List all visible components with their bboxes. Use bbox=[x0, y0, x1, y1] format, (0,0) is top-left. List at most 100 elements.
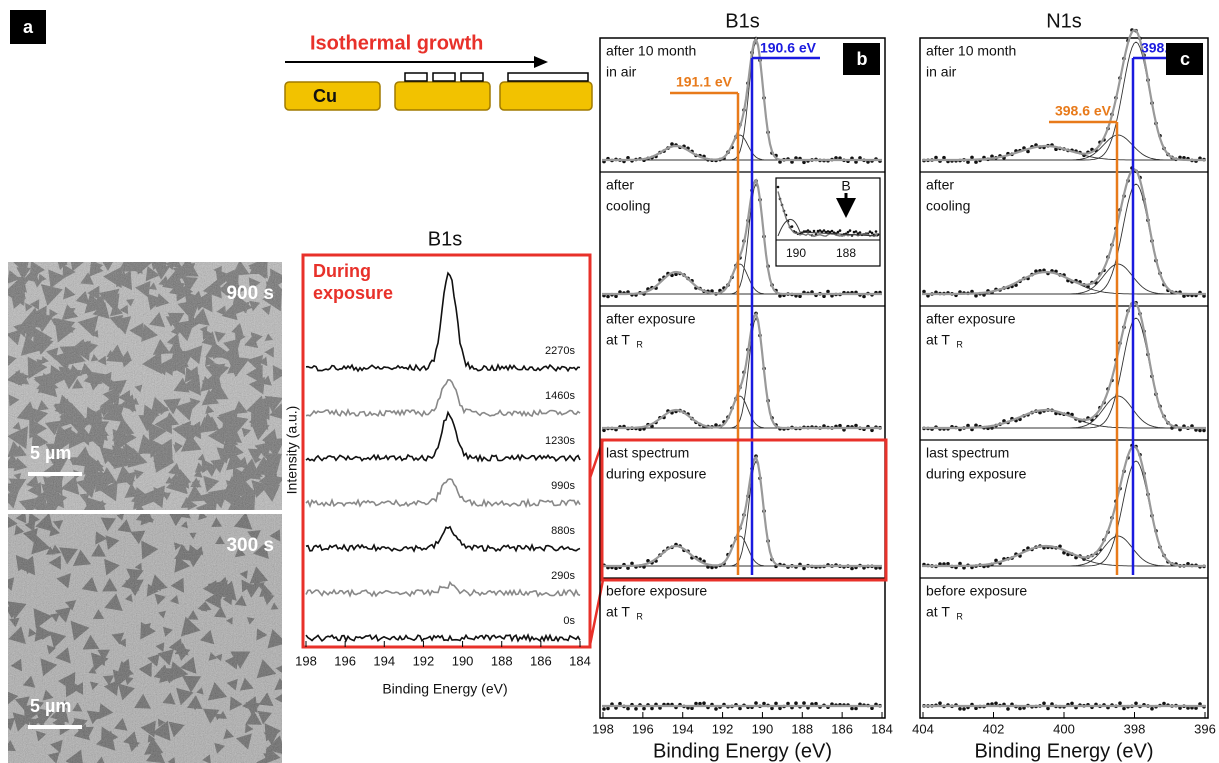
data-point bbox=[670, 142, 674, 146]
cu-block bbox=[499, 81, 593, 111]
data-point bbox=[802, 566, 806, 571]
row-label: at T bbox=[606, 332, 630, 348]
zoom-point bbox=[826, 230, 830, 233]
inset-spectrum bbox=[305, 478, 581, 509]
data-point bbox=[674, 272, 678, 277]
data-point bbox=[822, 294, 826, 299]
x-tick-label: 396 bbox=[1194, 721, 1216, 736]
data-point bbox=[974, 706, 978, 710]
data-point bbox=[738, 706, 742, 711]
inset-spectrum bbox=[305, 633, 581, 643]
inset-spectrum bbox=[305, 410, 581, 463]
data-point bbox=[850, 566, 854, 571]
data-point bbox=[974, 160, 978, 164]
row-label: before exposure bbox=[926, 583, 1027, 599]
peak-label-orange: 398.6 eV bbox=[1055, 103, 1112, 119]
film bbox=[507, 72, 589, 82]
data-point bbox=[630, 561, 634, 566]
scale-bar bbox=[28, 472, 82, 476]
data-point bbox=[922, 289, 926, 294]
data-point bbox=[1182, 156, 1186, 160]
inset-x-tick: 186 bbox=[530, 653, 552, 668]
inset-spectrum-label: 0s bbox=[563, 615, 575, 627]
data-point bbox=[778, 706, 782, 711]
fit-envelope bbox=[602, 455, 882, 568]
inset-spectrum bbox=[305, 525, 581, 553]
data-point bbox=[870, 428, 874, 433]
fit-envelope bbox=[602, 178, 882, 296]
inset-x-label: Binding Energy (eV) bbox=[382, 681, 507, 697]
x-tick-label: 194 bbox=[672, 721, 694, 736]
data-point bbox=[966, 160, 970, 164]
row-label: after exposure bbox=[926, 311, 1016, 327]
zoom-point bbox=[870, 231, 874, 235]
data-point bbox=[942, 155, 946, 160]
data-point bbox=[602, 428, 606, 433]
data-point bbox=[1122, 706, 1126, 711]
data-point bbox=[1070, 701, 1074, 706]
component bbox=[922, 41, 1206, 161]
inset-spectrum-label: 990s bbox=[551, 480, 575, 492]
data-point bbox=[1178, 155, 1182, 160]
row-label: after bbox=[926, 177, 954, 193]
row-label: at T bbox=[926, 332, 950, 348]
data-point bbox=[938, 701, 942, 705]
panel-frame bbox=[599, 37, 886, 719]
row-label: at T bbox=[926, 604, 950, 620]
data-point bbox=[934, 155, 938, 160]
data-point bbox=[762, 701, 766, 706]
row-label: in air bbox=[926, 64, 957, 80]
data-point bbox=[814, 701, 818, 706]
zoom-point bbox=[806, 229, 810, 232]
panel-title: B1s bbox=[725, 10, 759, 32]
data-point bbox=[606, 706, 610, 711]
data-point bbox=[850, 706, 854, 711]
film bbox=[432, 72, 456, 82]
data-point bbox=[650, 706, 654, 711]
zoom-point bbox=[828, 230, 832, 234]
zoom-point bbox=[854, 230, 858, 233]
row-label: after bbox=[606, 177, 634, 193]
inset-box-label: exposure bbox=[313, 283, 393, 303]
data-point bbox=[946, 562, 950, 566]
x-tick-label: 192 bbox=[712, 721, 734, 736]
data-point bbox=[774, 701, 778, 706]
fit-envelope bbox=[922, 300, 1206, 430]
data-point bbox=[1118, 701, 1122, 705]
data-point bbox=[1042, 701, 1046, 706]
inset-x-tick: 192 bbox=[413, 653, 435, 668]
data-point bbox=[958, 561, 962, 566]
data-point bbox=[714, 707, 718, 711]
data-point bbox=[798, 294, 802, 299]
row-label: after exposure bbox=[606, 311, 696, 327]
zoom-point bbox=[776, 185, 780, 189]
data-point bbox=[602, 707, 606, 711]
panel-frame bbox=[919, 37, 1209, 719]
row-label: last spectrum bbox=[926, 445, 1009, 461]
fit-envelope bbox=[602, 312, 882, 430]
data-point bbox=[970, 155, 974, 160]
data-point bbox=[1194, 706, 1198, 710]
data-point bbox=[1162, 701, 1166, 706]
schematic-title: Isothermal growth bbox=[310, 32, 483, 54]
data-point bbox=[794, 701, 798, 705]
data-point bbox=[1034, 269, 1038, 274]
data-point bbox=[786, 701, 790, 706]
data-point bbox=[854, 423, 858, 428]
zoom-point bbox=[846, 230, 850, 234]
noise bbox=[8, 262, 282, 510]
data-point bbox=[1134, 701, 1138, 706]
x-tick-label: 188 bbox=[791, 721, 813, 736]
inset-x-tick: 188 bbox=[491, 653, 513, 668]
component bbox=[922, 395, 1206, 429]
row-label: after 10 month bbox=[926, 43, 1016, 59]
x-tick-label: 186 bbox=[831, 721, 853, 736]
scale-bar bbox=[28, 725, 82, 729]
inset-spectrum bbox=[305, 378, 581, 418]
sem-time: 300 s bbox=[226, 535, 274, 556]
data-point bbox=[1150, 706, 1154, 711]
data-point bbox=[870, 706, 874, 710]
zoom-highlight bbox=[600, 438, 888, 582]
